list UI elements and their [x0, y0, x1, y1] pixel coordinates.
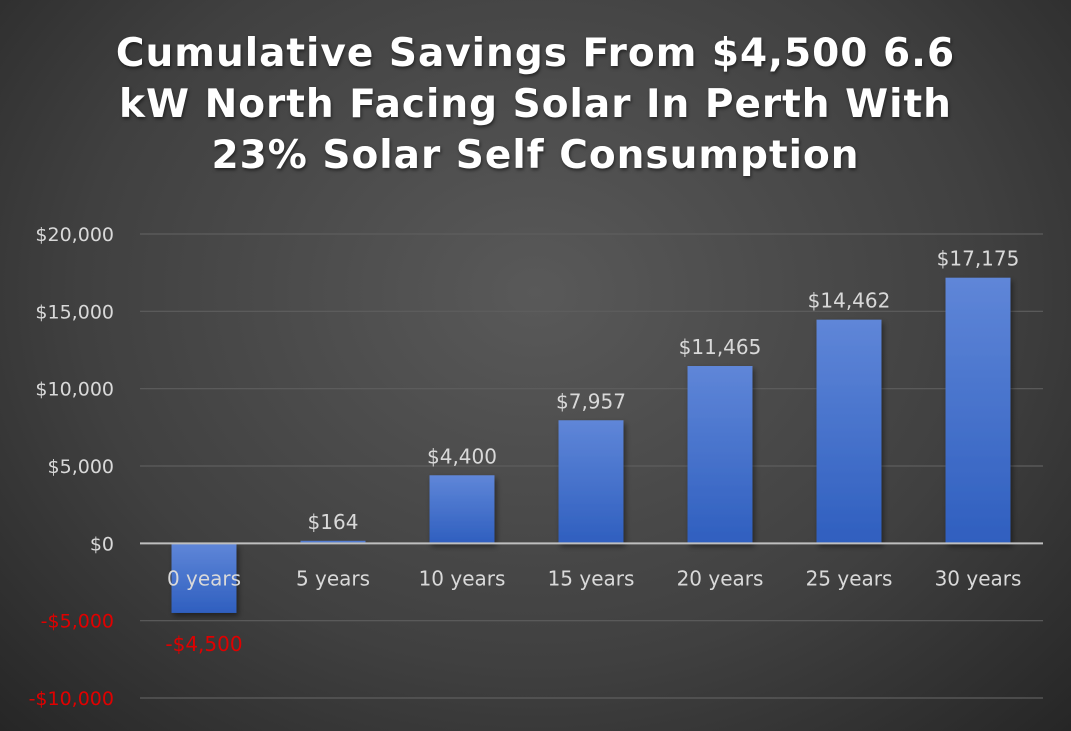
y-tick-label: $20,000	[35, 224, 114, 246]
data-label: $14,462	[808, 289, 891, 313]
x-tick-label: 15 years	[548, 566, 635, 590]
bar	[816, 319, 882, 544]
x-tick-label: 5 years	[296, 566, 370, 590]
chart-title: Cumulative Savings From $4,500 6.6 kW No…	[0, 28, 1071, 181]
y-tick-label: -$5,000	[41, 611, 114, 633]
x-tick-label: 0 years	[167, 566, 241, 590]
bar	[687, 366, 753, 544]
title-line-2: kW North Facing Solar In Perth With	[119, 82, 952, 127]
y-tick-label: $0	[90, 533, 114, 555]
y-tick-label: $10,000	[35, 379, 114, 401]
data-label: $7,957	[556, 389, 626, 413]
x-tick-label: 20 years	[677, 566, 764, 590]
title-line-1: Cumulative Savings From $4,500 6.6	[115, 31, 956, 76]
y-tick-label: $15,000	[35, 301, 114, 323]
data-label: $17,175	[937, 247, 1020, 271]
data-label: $11,465	[679, 335, 762, 359]
x-tick-label: 25 years	[806, 566, 893, 590]
x-tick-label: 10 years	[419, 566, 506, 590]
x-tick-label: 30 years	[935, 566, 1022, 590]
data-label: $4,400	[427, 444, 497, 468]
data-label: $164	[308, 510, 359, 534]
data-label: -$4,500	[165, 632, 242, 656]
bar	[171, 543, 237, 613]
title-line-3: 23% Solar Self Consumption	[211, 133, 860, 178]
y-tick-label: $5,000	[48, 456, 114, 478]
bar	[558, 420, 624, 544]
y-tick-label: -$10,000	[29, 688, 114, 710]
bar	[300, 540, 366, 544]
bar	[945, 277, 1011, 544]
bar	[429, 475, 495, 544]
